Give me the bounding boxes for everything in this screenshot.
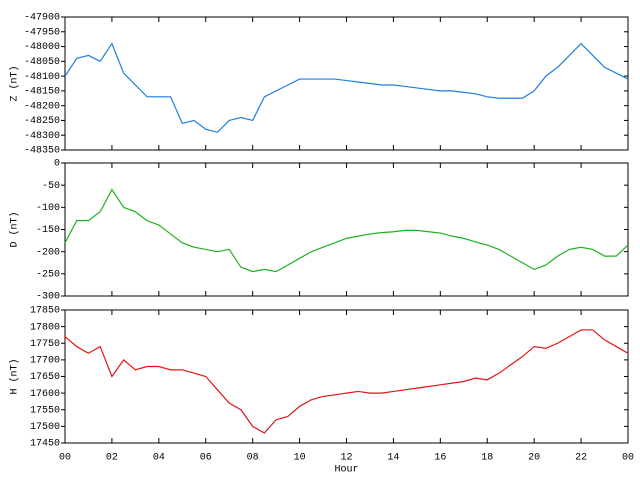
x-axis-label: Hour: [334, 465, 358, 476]
y-tick-label: -47950: [24, 27, 60, 38]
y-tick-label: 17550: [30, 405, 60, 416]
y-tick-label: 17450: [30, 439, 60, 450]
y-tick-label: -48200: [24, 101, 60, 112]
y-tick-label: -47900: [24, 13, 60, 24]
plot-frame: [64, 309, 629, 444]
x-tick-label: 10: [294, 453, 306, 464]
y-tick-label: -48250: [24, 116, 60, 127]
y-tick-label: -48300: [24, 131, 60, 142]
y-tick-label: 0: [54, 159, 60, 170]
x-tick-label: 22: [575, 453, 587, 464]
plot-frame: [64, 16, 629, 151]
x-tick-label: 04: [153, 453, 165, 464]
y-tick-label: -48050: [24, 57, 60, 68]
x-tick-label: 00: [59, 453, 71, 464]
x-tick-label: 14: [387, 453, 399, 464]
data-line: [64, 42, 629, 133]
y-tick-label: 17500: [30, 422, 60, 433]
y-tick-label: -100: [36, 203, 60, 214]
y-tick-label: 17750: [30, 339, 60, 350]
x-tick-label: 02: [106, 453, 118, 464]
y-tick-label: -300: [36, 292, 60, 303]
y-tick-label: -48000: [24, 42, 60, 53]
plot-frame: [64, 162, 629, 297]
y-tick-label: -48100: [24, 72, 60, 83]
y-axis-label: H (nT): [9, 358, 21, 394]
x-tick-label: 00: [622, 453, 634, 464]
y-tick-label: -48150: [24, 87, 60, 98]
y-tick-label: -150: [36, 225, 60, 236]
y-tick-label: 17800: [30, 322, 60, 333]
y-tick-label: -200: [36, 247, 60, 258]
y-tick-label: -50: [42, 181, 60, 192]
data-line: [64, 329, 629, 434]
x-tick-label: 20: [528, 453, 540, 464]
y-tick-label: -250: [36, 269, 60, 280]
y-tick-label: -48350: [24, 146, 60, 157]
data-line: [64, 188, 629, 273]
x-tick-label: 08: [247, 453, 259, 464]
x-tick-label: 06: [200, 453, 212, 464]
x-tick-label: 12: [340, 453, 352, 464]
x-tick-label: 18: [481, 453, 493, 464]
y-axis-label: D (nT): [9, 211, 21, 247]
y-tick-label: 17700: [30, 356, 60, 367]
x-tick-label: 16: [434, 453, 446, 464]
y-axis-label: Z (nT): [9, 65, 21, 101]
y-tick-label: 17600: [30, 389, 60, 400]
y-tick-label: 17650: [30, 372, 60, 383]
y-tick-label: 17850: [30, 306, 60, 317]
